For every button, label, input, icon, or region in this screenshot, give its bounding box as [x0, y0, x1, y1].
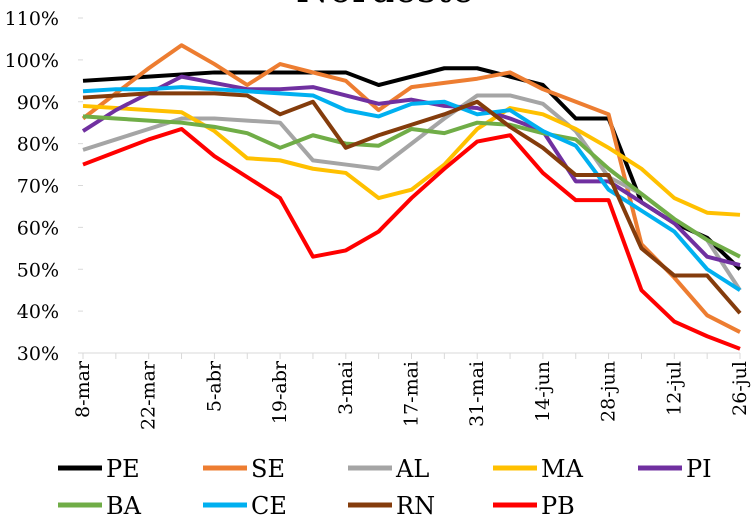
- y-tick-label: 100%: [5, 50, 59, 72]
- x-tick-label: 26-jul: [729, 361, 751, 416]
- x-tick-label: 19-abr: [269, 360, 291, 424]
- x-tick-label: 14-jun: [532, 361, 554, 422]
- legend-label: CE: [251, 492, 287, 520]
- x-tick-label: 3-mai: [335, 361, 357, 415]
- legend-label: AL: [395, 455, 429, 483]
- y-tick-label: 80%: [17, 134, 59, 156]
- y-tick-label: 40%: [17, 301, 59, 323]
- series-line: [81, 74, 741, 268]
- legend-label: PE: [106, 455, 140, 483]
- series-line: [82, 126, 741, 351]
- y-tick-label: 30%: [17, 343, 59, 365]
- series-line: [82, 91, 742, 315]
- legend-label: SE: [251, 455, 285, 483]
- x-tick-label: 17-mai: [401, 361, 423, 427]
- x-tick-label: 22-mar: [138, 360, 160, 430]
- y-tick-label: 110%: [5, 8, 59, 30]
- series-line: [82, 66, 742, 271]
- x-tick-label: 12-jul: [663, 361, 685, 416]
- y-tick-label: 60%: [17, 217, 59, 239]
- legend-label: PB: [541, 492, 575, 520]
- y-tick-label: 90%: [17, 92, 59, 114]
- legend-label: RN: [396, 492, 435, 520]
- x-tick-label: 31-mai: [466, 361, 488, 427]
- y-tick-label: 50%: [17, 259, 59, 281]
- legend-label: BA: [106, 492, 142, 520]
- series-line: [81, 43, 741, 334]
- chart-title: Nordeste: [296, 0, 474, 11]
- series-line: [82, 103, 741, 217]
- y-tick-label: 70%: [17, 176, 59, 198]
- series-line: [82, 85, 742, 292]
- series-line: [82, 114, 741, 259]
- legend-label: MA: [541, 455, 584, 483]
- x-tick-label: 5-abr: [203, 360, 225, 412]
- legend-label: PI: [686, 455, 712, 483]
- x-tick-label: 8-mar: [72, 360, 94, 418]
- x-tick-label: 28-jun: [598, 361, 620, 422]
